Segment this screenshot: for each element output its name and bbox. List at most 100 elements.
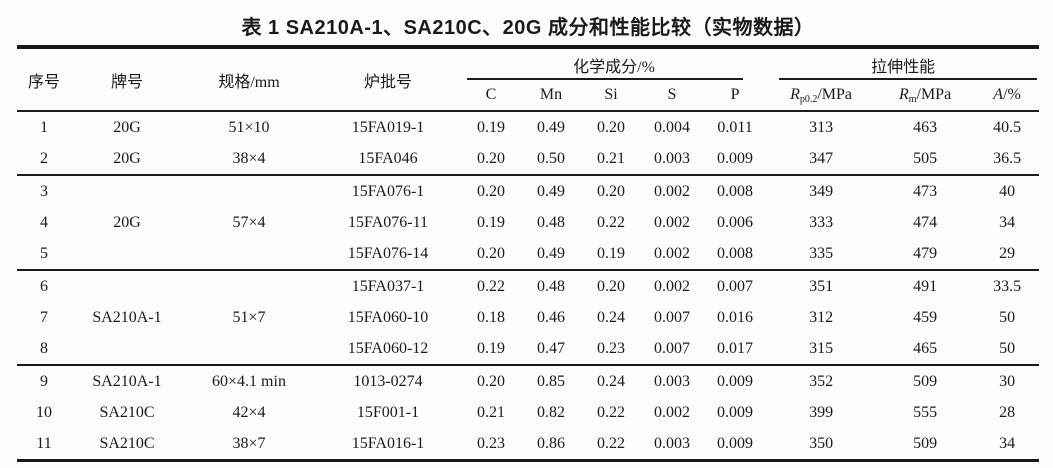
cell: 0.003 (641, 143, 703, 176)
cell: SA210A-1 (71, 270, 183, 366)
cell: 0.19 (477, 118, 505, 136)
table-row: 4 15FA076-11 0.19 0.48 0.22 0.002 0.006 333 474 3… (17, 207, 1039, 238)
cell: 15FA016-1 (351, 434, 425, 452)
cell: 0.20 (461, 238, 521, 271)
col-group-chemical-composition: 化学成分/% (461, 47, 767, 80)
cell: 15FA046 (315, 143, 461, 176)
cell: 333 (809, 213, 834, 231)
cell: 15FA060-10 (347, 308, 429, 326)
symbol-a: A (993, 85, 1004, 103)
cell: 6 (40, 277, 48, 295)
cell: 2 (17, 143, 71, 176)
cell: 352 (809, 372, 834, 390)
cell: 0.85 (537, 372, 565, 390)
cell: 0.19 (581, 238, 641, 271)
cell: 5 (17, 238, 71, 271)
cell: 0.002 (654, 213, 690, 231)
table-row: 8 15FA060-12 0.19 0.47 0.23 0.007 0.017 315 465 5… (17, 333, 1040, 366)
cell: 1013-0274 (353, 372, 423, 390)
cell: 335 (767, 238, 876, 271)
cell: 0.008 (717, 182, 754, 200)
cell: 0.016 (717, 308, 754, 326)
col-header-yield-strength: Rp0.2/MPa (767, 80, 876, 112)
cell: 463 (913, 118, 938, 136)
cell: 20G (113, 118, 141, 136)
symbol-rp02: R (790, 85, 800, 103)
cell: 0.003 (654, 372, 690, 390)
col-header-carbon: C (461, 80, 521, 112)
cell: SA210C (99, 434, 155, 452)
cell: 0.002 (654, 182, 690, 200)
cell: 29 (975, 238, 1040, 271)
cell: 0.20 (477, 372, 505, 390)
cell: 15FA060-12 (315, 333, 461, 366)
cell: 0.21 (477, 403, 505, 421)
cell: 28 (999, 403, 1016, 421)
cell: 491 (913, 277, 938, 295)
cell: 0.009 (717, 434, 754, 452)
cell: 0.19 (477, 213, 505, 231)
cell: 34 (999, 213, 1016, 231)
cell: 0.002 (641, 238, 703, 271)
cell: 11 (36, 434, 52, 452)
cell: 0.007 (641, 333, 703, 366)
cell: 36.5 (975, 143, 1040, 176)
cell: 38×4 (183, 143, 315, 176)
cell: 15FA076-14 (315, 238, 461, 271)
cell: 474 (913, 213, 938, 231)
header-row-groups: 序号 牌号 规格/mm 炉批号 化学成分/% 拉伸性能 (17, 47, 1039, 112)
col-group-tensile-properties: 拉伸性能 (767, 47, 1039, 80)
cell: 0.007 (717, 277, 754, 295)
cell: 0.008 (703, 238, 768, 271)
col-header-sulfur: S (641, 80, 703, 112)
comparison-table: 序号 牌号 规格/mm 炉批号 化学成分/% 拉伸性能 C Mn Si S P … (17, 45, 1040, 462)
cell: 40.5 (993, 118, 1022, 136)
col-header-grade: 牌号 (71, 47, 183, 112)
cell: 0.002 (654, 277, 690, 295)
cell: 38×7 (232, 434, 266, 452)
cell: 20G (71, 175, 183, 271)
col-header-manganese: Mn (521, 80, 581, 112)
cell: 0.009 (717, 403, 754, 421)
table-row: 1 20G 51×10 15FA019-1 0.19 0.49 0.20 0.004 0.011… (17, 111, 1039, 143)
cell: 50 (975, 333, 1040, 366)
table-row: 9 SA210A-1 60×4.1 min 1013-0274 0.20 0.85 0.24… (17, 365, 1039, 397)
cell: 479 (875, 238, 976, 271)
cell: 350 (809, 434, 834, 452)
cell: 15FA076-11 (348, 213, 428, 231)
cell: 0.002 (654, 403, 690, 421)
cell: 42×4 (232, 403, 266, 421)
cell: 0.49 (521, 238, 581, 271)
cell: 555 (913, 403, 938, 421)
symbol-rm: R (898, 85, 909, 103)
cell: 0.86 (537, 434, 565, 452)
cell: 0.017 (703, 333, 768, 366)
cell: 7 (40, 308, 48, 326)
cell: 0.22 (597, 403, 625, 421)
cell: 0.48 (537, 277, 565, 295)
cell: 0.82 (537, 403, 565, 421)
table-row: 5 15FA076-14 0.20 0.49 0.19 0.002 0.008 335 479 2… (17, 238, 1040, 271)
cell: 15FA037-1 (351, 277, 425, 295)
cell: 459 (913, 308, 938, 326)
cell: 3 (40, 182, 48, 200)
cell: 0.49 (537, 118, 565, 136)
cell: 0.009 (717, 372, 754, 390)
cell: 0.49 (537, 182, 565, 200)
cell: 15FA019-1 (351, 118, 425, 136)
cell: 0.011 (717, 118, 753, 136)
cell: 465 (875, 333, 976, 366)
cell: 8 (17, 333, 71, 366)
col-header-tensile-strength: Rm/MPa (875, 80, 976, 112)
col-header-heat-no: 炉批号 (315, 47, 461, 112)
cell: 0.19 (461, 333, 521, 366)
table-row: 10 SA210C 42×4 15F001-1 0.21 0.82 0.22 0.002 0.0… (17, 397, 1039, 428)
cell: 0.50 (521, 143, 581, 176)
cell: 0.46 (537, 308, 565, 326)
cell: 509 (913, 434, 938, 452)
cell: 347 (767, 143, 876, 176)
cell: 349 (809, 182, 834, 200)
cell: 0.20 (477, 182, 505, 200)
cell: 0.007 (654, 308, 690, 326)
